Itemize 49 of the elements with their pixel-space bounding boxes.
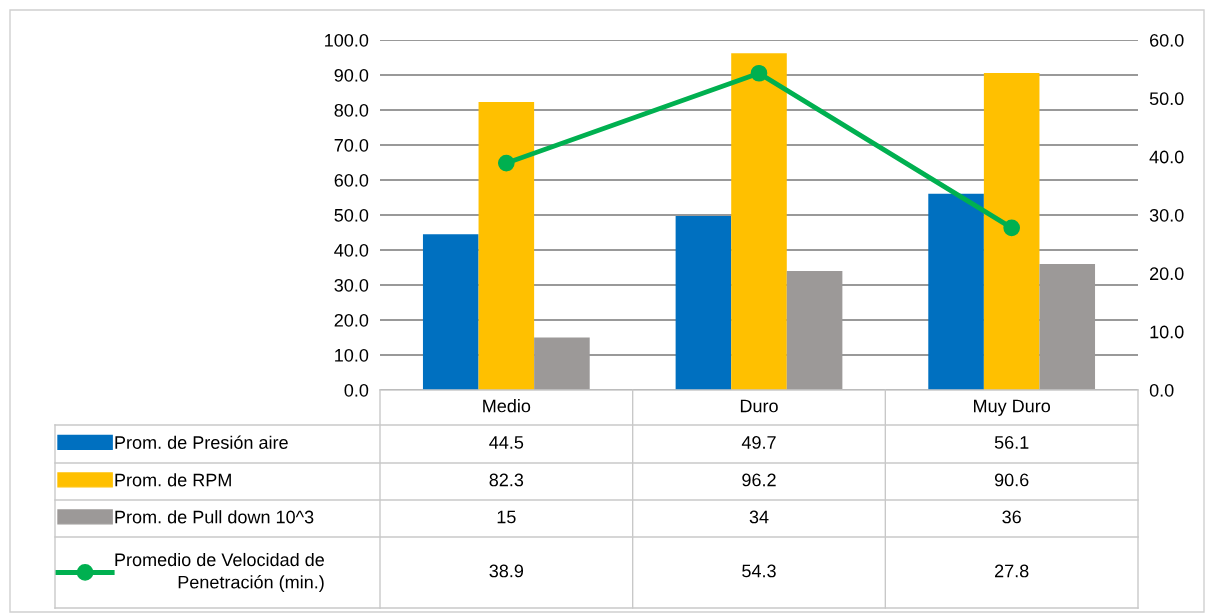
bar [928,193,984,390]
bar [422,234,479,390]
y-tick-label: 80.0 [334,103,369,117]
data-label: 44.5 [489,436,524,449]
data-label: 49.7 [741,436,776,449]
legend-label: Promedio de Velocidad de Penetración (min.) [115,552,324,593]
y2-tick-label: 10.0 [1150,325,1184,339]
y-tick-label: 10.0 [335,348,369,362]
bar [478,101,535,390]
legend-label: Prom. de Presión aire [115,435,288,449]
data-label: 34 [749,510,769,524]
x-tick-label: Medio [483,399,531,413]
y-tick-label: 0.0 [344,383,369,397]
y-tick-label: 90.0 [334,68,369,82]
x-tick-label: Muy Duro [974,399,1051,416]
y-tick-label: 50.0 [334,208,369,222]
y-tick-label: 20.0 [334,313,369,327]
bar [1039,264,1096,390]
legend-label: Prom. de Pull down 10^3 [115,510,314,524]
y2-tick-label: 50.0 [1149,92,1184,106]
point [1003,219,1021,237]
y-tick-label: 70.0 [334,138,369,152]
bar [731,53,787,390]
y2-tick-label: 0.0 [1149,383,1174,397]
legend-label: Prom. de RPM [115,473,231,487]
y2-tick-label: 40.0 [1149,150,1184,164]
bar [786,271,843,390]
bar [983,72,1040,390]
x-tick-label: Duro [740,399,778,413]
data-label: 96.2 [742,473,776,487]
data-label: 54.3 [742,564,776,578]
y2-tick-label: 30.0 [1149,208,1184,222]
bar [534,337,590,390]
y-tick-label: 40.0 [334,243,369,257]
data-label: 38.9 [489,564,524,578]
data-label: 90.6 [994,473,1029,487]
point [497,154,515,172]
data-label: 27.8 [995,564,1029,578]
y-tick-label: 60.0 [334,173,369,187]
y2-tick-label: 60.0 [1150,33,1184,47]
y2-tick-label: 20.0 [1150,267,1184,281]
data-label: 56.1 [994,436,1029,449]
data-label: 82.3 [489,473,524,487]
y-tick-label: 30.0 [334,278,369,292]
point [750,64,768,82]
data-label: 36 [1002,510,1021,524]
y-tick-label: 100.0 [325,33,369,47]
data-label: 15 [497,510,516,524]
bar [675,216,732,390]
